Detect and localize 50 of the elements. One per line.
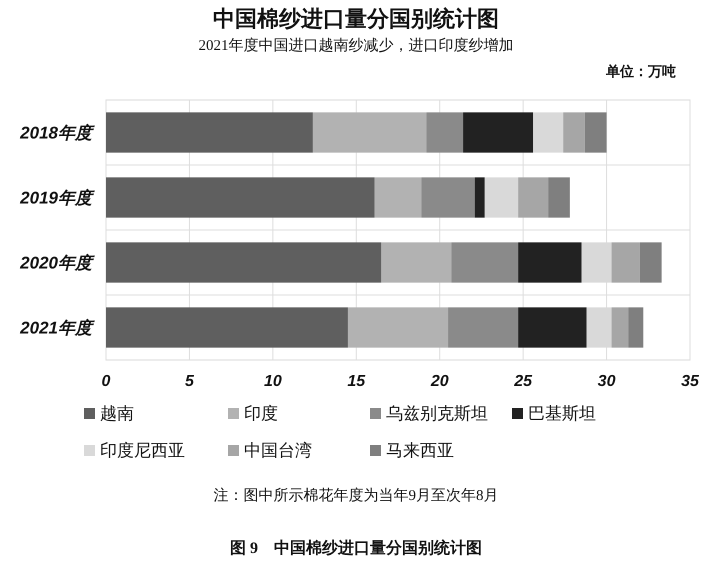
bar [640,242,662,283]
legend-label: 印度尼西亚 [100,441,185,460]
bar [448,307,518,348]
bar [451,242,518,283]
y-tick-label: 2019年度 [19,188,95,208]
bar [484,177,518,218]
x-tick-label: 30 [598,373,616,390]
x-tick-label: 10 [264,373,282,390]
x-tick-label: 15 [347,373,366,390]
bar [612,242,640,283]
x-tick-label: 25 [513,373,534,390]
caption: 图 9 中国棉纱进口量分国别统计图 [230,539,482,557]
bar [421,177,475,218]
bar [584,112,607,153]
text: 注：图中所示棉花年度为当年9月至次年8月 [214,487,498,504]
x-tick-label: 20 [430,373,449,390]
legend-label: 中国台湾 [244,441,312,460]
legend-label: 乌兹别克斯坦 [386,404,488,423]
bar [518,307,587,348]
chart-subtitle: 2021年度中国进口越南纱减少，进口印度纱增加 [198,37,514,54]
bar [106,177,375,218]
legend-label: 印度 [244,404,278,423]
y-tick-label: 2020年度 [19,254,95,272]
y-tick-label: 2021年度 [19,318,95,338]
bar [474,177,485,218]
chart-title: 中国棉纱进口量分国别统计图 [213,6,499,31]
bar [518,242,582,283]
bar [533,112,564,153]
legend-label: 巴基斯坦 [528,404,596,423]
x-tick-label: 5 [184,373,195,390]
bar [463,112,534,153]
bar [312,112,426,153]
bar [612,307,628,348]
bar [381,242,452,283]
bar [548,177,570,218]
legend-label: 越南 [100,404,134,423]
bar [106,112,313,153]
bar [518,177,548,218]
bar [426,112,464,153]
bar [374,177,422,218]
x-tick-label: 35 [681,373,700,390]
bar [106,242,382,283]
x-tick-label: 0 [102,373,111,390]
legend-label: 马来西亚 [386,441,454,460]
y-tick-label: 2018年度 [19,124,95,142]
bar [628,307,644,348]
bar [348,307,448,348]
bar [106,307,348,348]
bar [563,112,585,153]
text: 单位：万吨 [605,64,676,80]
